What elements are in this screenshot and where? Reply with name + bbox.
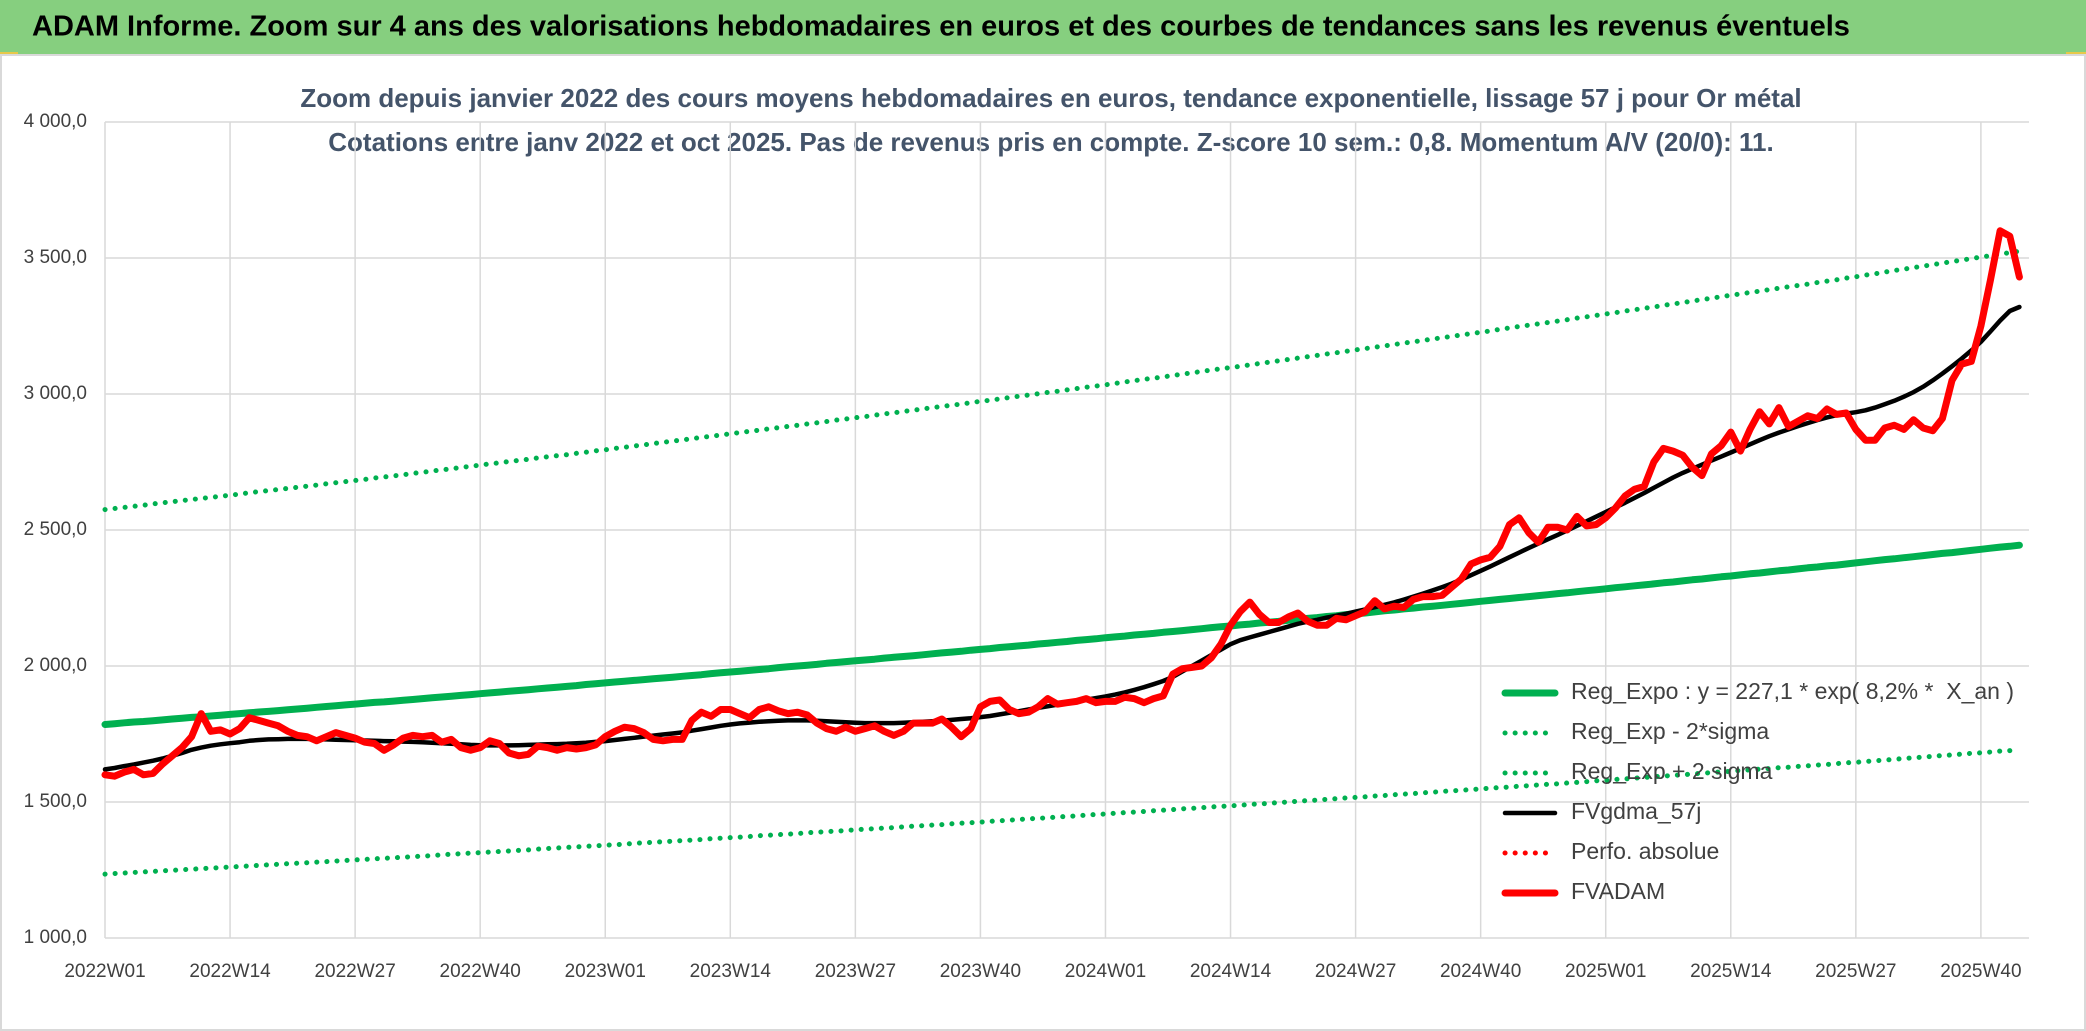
y-tick-label: 3 500,0 <box>24 247 87 268</box>
header-band <box>0 0 2086 54</box>
series-line <box>102 248 2022 513</box>
legend-label: FVgdma_57j <box>1571 798 1701 824</box>
x-tick-label: 2025W27 <box>1815 961 1896 982</box>
chart-border <box>0 54 2086 1031</box>
series-line <box>101 541 2023 728</box>
x-tick-label: 2024W01 <box>1065 961 1146 982</box>
y-tick-label: 3 000,0 <box>24 383 87 404</box>
x-tick-label: 2024W40 <box>1440 961 1521 982</box>
x-tick-label: 2023W27 <box>815 961 896 982</box>
legend-label: FVADAM <box>1571 878 1665 904</box>
x-tick-label: 2023W14 <box>690 961 772 982</box>
legend-label: Reg_Expo : y = 227,1 * exp( 8,2% * X_an … <box>1571 678 2014 704</box>
header-title: ADAM Informe. Zoom sur 4 ans des valoris… <box>32 11 1850 43</box>
chart-title: Zoom depuis janvier 2022 des cours moyen… <box>300 83 1801 113</box>
y-tick-label: 2 500,0 <box>24 519 87 540</box>
x-tick-label: 2024W14 <box>1190 961 1272 982</box>
x-tick-label: 2025W40 <box>1940 961 2021 982</box>
x-tick-label: 2022W01 <box>64 961 145 982</box>
y-tick-label: 4 000,0 <box>24 111 87 132</box>
legend-label: Perfo. absolue <box>1571 838 1719 864</box>
legend-label: Reg_Exp + 2 sigma <box>1571 758 1773 784</box>
x-tick-label: 2022W40 <box>440 961 521 982</box>
x-tick-label: 2022W27 <box>314 961 395 982</box>
legend-label: Reg_Exp - 2*sigma <box>1571 718 1769 744</box>
series-line <box>102 747 2022 877</box>
y-tick-label: 1 500,0 <box>24 791 87 812</box>
x-tick-label: 2024W27 <box>1315 961 1396 982</box>
series-line <box>101 227 2023 780</box>
chart-subtitle: Cotations entre janv 2022 et oct 2025. P… <box>328 127 1773 157</box>
x-tick-label: 2023W01 <box>565 961 646 982</box>
x-tick-label: 2025W14 <box>1690 961 1772 982</box>
y-tick-label: 1 000,0 <box>24 927 87 948</box>
x-tick-label: 2022W14 <box>189 961 271 982</box>
x-tick-label: 2025W01 <box>1565 961 1646 982</box>
y-tick-label: 2 000,0 <box>24 655 87 676</box>
x-tick-label: 2023W40 <box>940 961 1021 982</box>
